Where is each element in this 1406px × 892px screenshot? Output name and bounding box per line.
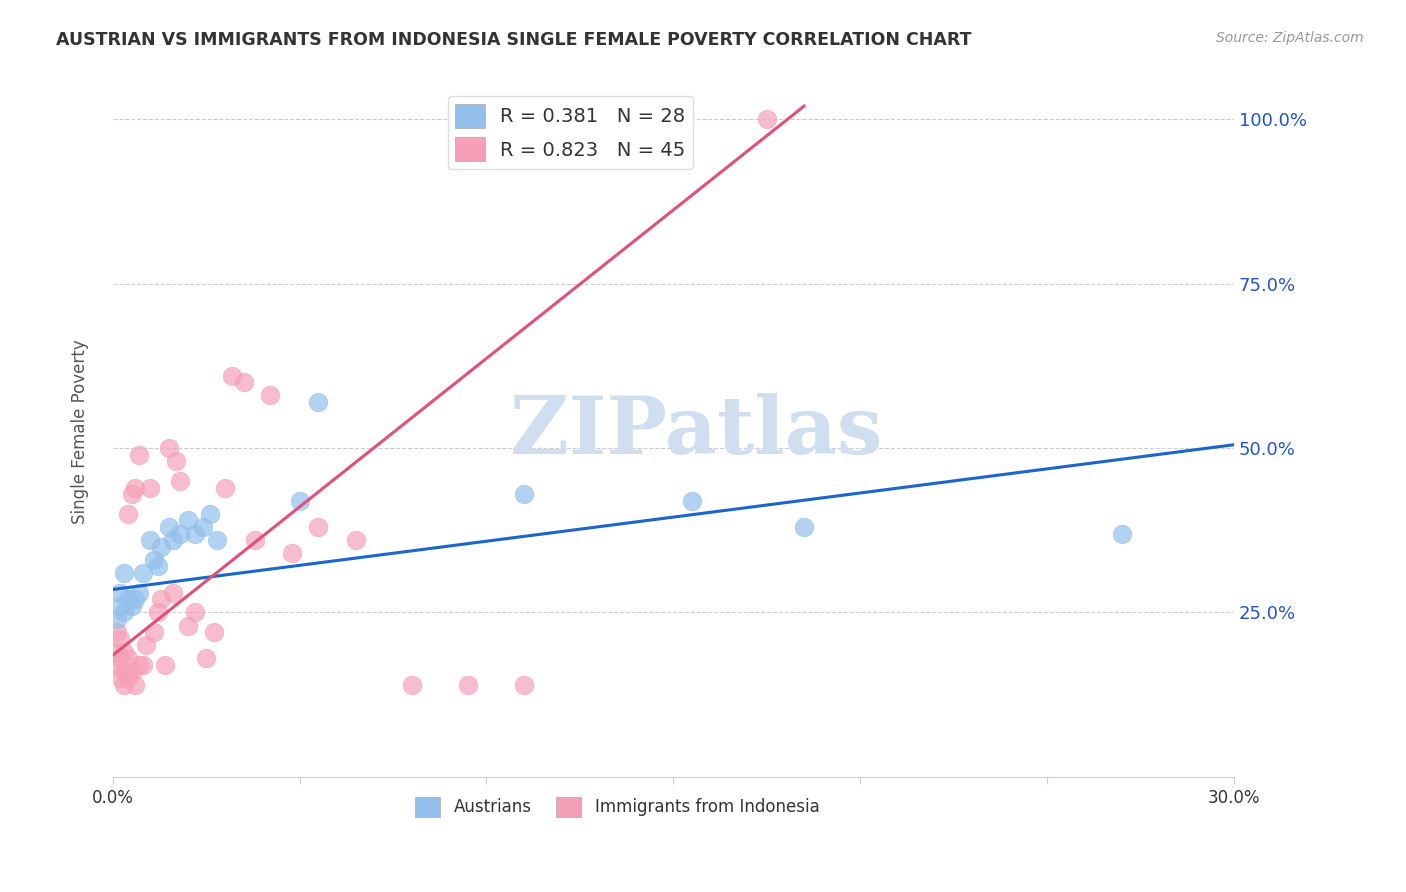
- Point: [142, 553, 165, 567]
- Point: [146, 559, 169, 574]
- Point: [142, 625, 165, 640]
- Point: [105, 658, 128, 673]
- Point: [105, 625, 128, 640]
- Point: [121, 665, 143, 679]
- Point: [150, 592, 173, 607]
- Text: ZIPatlas: ZIPatlas: [509, 392, 882, 471]
- Point: [135, 638, 157, 652]
- Point: [169, 474, 191, 488]
- Y-axis label: Single Female Poverty: Single Female Poverty: [72, 339, 89, 524]
- Point: [259, 388, 281, 402]
- Point: [184, 606, 207, 620]
- Point: [281, 546, 304, 560]
- Point: [681, 493, 703, 508]
- Point: [117, 592, 139, 607]
- Point: [124, 481, 146, 495]
- Point: [146, 606, 169, 620]
- Point: [110, 632, 132, 646]
- Legend: Austrians, Immigrants from Indonesia: Austrians, Immigrants from Indonesia: [408, 790, 827, 824]
- Point: [162, 533, 184, 548]
- Point: [157, 441, 180, 455]
- Point: [221, 368, 243, 383]
- Text: Source: ZipAtlas.com: Source: ZipAtlas.com: [1216, 31, 1364, 45]
- Point: [112, 665, 135, 679]
- Point: [124, 678, 146, 692]
- Point: [176, 513, 198, 527]
- Point: [110, 671, 132, 685]
- Point: [117, 507, 139, 521]
- Point: [195, 651, 218, 665]
- Point: [112, 678, 135, 692]
- Point: [121, 487, 143, 501]
- Point: [110, 599, 132, 613]
- Point: [150, 540, 173, 554]
- Point: [169, 526, 191, 541]
- Point: [207, 533, 229, 548]
- Point: [128, 658, 150, 673]
- Point: [288, 493, 311, 508]
- Point: [157, 520, 180, 534]
- Point: [457, 678, 479, 692]
- Point: [191, 520, 214, 534]
- Point: [117, 671, 139, 685]
- Point: [401, 678, 423, 692]
- Point: [128, 585, 150, 599]
- Point: [165, 454, 187, 468]
- Point: [198, 507, 221, 521]
- Point: [755, 112, 778, 127]
- Point: [153, 658, 176, 673]
- Point: [513, 678, 536, 692]
- Point: [513, 487, 536, 501]
- Point: [202, 625, 225, 640]
- Point: [139, 481, 162, 495]
- Point: [162, 585, 184, 599]
- Point: [121, 599, 143, 613]
- Point: [184, 526, 207, 541]
- Point: [112, 645, 135, 659]
- Point: [105, 612, 128, 626]
- Point: [307, 395, 329, 409]
- Point: [105, 645, 128, 659]
- Point: [110, 651, 132, 665]
- Point: [124, 592, 146, 607]
- Point: [176, 618, 198, 632]
- Point: [793, 520, 815, 534]
- Point: [1111, 526, 1133, 541]
- Point: [139, 533, 162, 548]
- Point: [128, 448, 150, 462]
- Point: [132, 658, 155, 673]
- Point: [243, 533, 266, 548]
- Point: [110, 585, 132, 599]
- Point: [112, 606, 135, 620]
- Point: [344, 533, 367, 548]
- Point: [214, 481, 236, 495]
- Point: [112, 566, 135, 580]
- Point: [132, 566, 155, 580]
- Point: [117, 651, 139, 665]
- Point: [307, 520, 329, 534]
- Text: AUSTRIAN VS IMMIGRANTS FROM INDONESIA SINGLE FEMALE POVERTY CORRELATION CHART: AUSTRIAN VS IMMIGRANTS FROM INDONESIA SI…: [56, 31, 972, 49]
- Point: [232, 376, 254, 390]
